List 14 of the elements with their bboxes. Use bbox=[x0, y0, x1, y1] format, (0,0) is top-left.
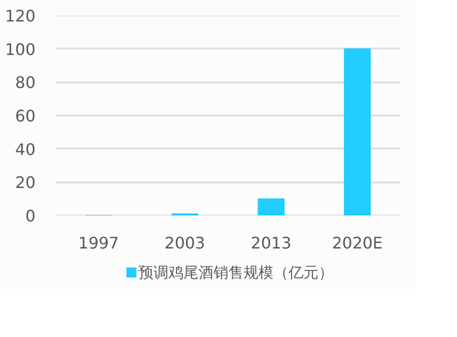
x-tick-label: 2013 bbox=[250, 234, 292, 252]
x-tick-label: 1997 bbox=[78, 234, 119, 252]
legend-label: 预调鸡尾酒销售规模（亿元） bbox=[138, 264, 334, 282]
bar bbox=[258, 198, 285, 216]
bar bbox=[344, 48, 371, 216]
y-tick-label: 20 bbox=[15, 173, 36, 192]
y-tick-label: 120 bbox=[4, 6, 36, 26]
y-tick-label: 0 bbox=[25, 206, 36, 226]
y-tick-label: 60 bbox=[15, 106, 36, 126]
x-tick-label: 2003 bbox=[164, 234, 206, 252]
y-tick-label: 40 bbox=[15, 140, 36, 159]
y-tick-label: 100 bbox=[4, 40, 36, 59]
x-tick-label: 2020E bbox=[332, 234, 383, 252]
y-tick-label: 80 bbox=[15, 73, 36, 92]
